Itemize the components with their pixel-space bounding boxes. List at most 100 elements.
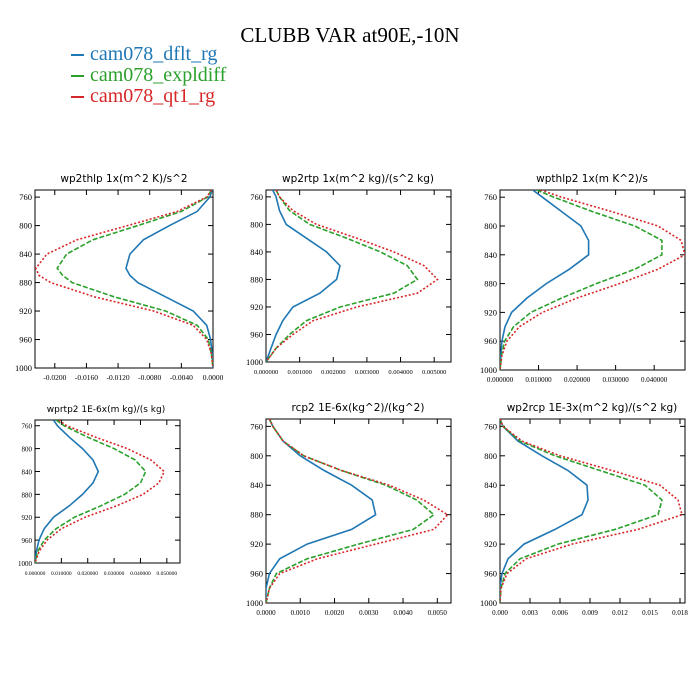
y-tick-label: 960 [19,335,32,345]
x-tick-label: 0.010000 [51,571,72,577]
y-tick-label: 1000 [246,357,263,367]
panel-title: wp2rtp 1x(m^2 kg)/(s^2 kg) [282,173,434,185]
plot-frame [34,189,214,369]
panel-5: rcp2 1E-6x(kg^2)/(kg^2) 760 800 840 880 920 96… [246,402,452,617]
y-tick-label: 880 [484,279,497,289]
x-tick-label: 0.018 [672,609,688,617]
panel-title: wp2thlp 1x(m^2 K)/s^2 [60,173,187,185]
y-tick-label: 840 [19,249,32,259]
y-tick-label: 760 [250,192,263,202]
series-line-cam078_dflt_rg [500,419,589,603]
y-tick-label: 920 [19,306,32,316]
series-line-cam078_qt1_rg [35,190,213,368]
panel-1: wp2thlp 1x(m^2 K)/s^2 760 800 840 880 920 960 1… [15,173,224,382]
x-tick-label: 0.000000 [254,369,278,376]
y-tick-label: 880 [484,510,497,520]
series-line-cam078_dflt_rg [266,190,341,362]
x-tick-label: 0.0040 [393,609,413,617]
x-tick-label: -0.0160 [75,373,98,382]
y-tick-label: 760 [484,421,497,431]
x-tick-label: 0.0010 [291,609,311,617]
x-tick-label: 0.0000 [256,609,276,617]
x-tick-label: -0.0200 [43,373,66,382]
panel-title: wprtp2 1E-6x(m kg)/(s kg) [47,405,165,415]
series-line-cam078_qt1_rg [266,190,439,362]
series-line-cam078_qt1_rg [35,420,166,563]
y-tick-label: 800 [22,446,33,454]
y-tick-label: 960 [22,537,33,545]
legend-label-cam078_expldiff: cam078_expldiff [90,64,227,86]
x-tick-label: 0.030000 [104,571,125,577]
x-tick-label: 0.0030 [359,609,379,617]
series-line-cam078_expldiff [266,190,419,362]
y-tick-label: 1000 [246,598,263,608]
y-tick-label: 880 [250,510,263,520]
y-tick-label: 960 [484,336,497,346]
x-tick-label: 0.040000 [130,571,151,577]
panel-title: wpthlp2 1x(m K^2)/s [536,173,648,185]
legend: cam078_dflt_rgcam078_expldiffcam078_qt1_… [71,43,227,107]
panel-2: wp2rtp 1x(m^2 kg)/(s^2 kg) 760 800 840 880 92… [246,173,452,376]
y-tick-label: 1000 [18,560,33,568]
plot-frame [499,418,686,604]
x-tick-label: 0.010000 [525,376,552,384]
y-tick-label: 840 [484,480,497,490]
x-tick-label: -0.0040 [170,373,193,382]
series-line-cam078_expldiff [56,190,213,368]
x-tick-label: 0.050000 [157,571,178,577]
x-tick-label: 0.000000 [25,571,46,577]
y-tick-label: 920 [250,539,263,549]
x-tick-label: 0.000 [492,609,508,617]
y-tick-label: 840 [484,250,497,260]
y-tick-label: 960 [484,569,497,579]
y-tick-label: 1000 [15,363,32,373]
y-tick-label: 920 [484,539,497,549]
legend-label-cam078_dflt_rg: cam078_dflt_rg [90,43,217,65]
x-tick-label: 0.003000 [355,369,379,376]
x-tick-label: -0.0080 [138,373,161,382]
x-tick-label: 0.001000 [287,369,311,376]
y-tick-label: 800 [250,219,263,229]
x-tick-label: 0.020000 [564,376,591,384]
series-line-cam078_qt1_rg [500,419,683,603]
x-tick-label: 0.009 [582,609,598,617]
y-tick-label: 960 [250,329,263,339]
legend-label-cam078_qt1_rg: cam078_qt1_rg [90,85,215,107]
y-tick-label: 760 [250,421,263,431]
y-tick-label: 760 [22,423,33,431]
panels: wp2thlp 1x(m^2 K)/s^2 760 800 840 880 920 960 1… [15,173,688,617]
figure-title: CLUBB VAR at90E,-10N [240,23,459,47]
x-tick-label: 0.0020 [325,609,345,617]
y-tick-label: 920 [484,307,497,317]
panel-4: wprtp2 1E-6x(m kg)/(s kg) 760 800 840 880 920… [18,405,181,577]
series-line-cam078_dflt_rg [125,190,213,368]
x-tick-label: 0.012 [612,609,628,617]
y-tick-label: 840 [250,480,263,490]
x-tick-label: 0.0050 [428,609,448,617]
series-line-cam078_expldiff [35,420,147,563]
plot-frame [265,189,452,363]
plot-frame [34,419,181,564]
series-line-cam078_expldiff [500,419,663,603]
plot-frame [499,189,686,371]
x-tick-label: 0.002000 [321,369,345,376]
series-line-cam078_dflt_rg [500,190,590,370]
plot-frame [265,418,452,604]
y-tick-label: 880 [250,274,263,284]
series-line-cam078_expldiff [266,419,436,603]
panel-6: wp2rcp 1E-3x(m^2 kg)/(s^2 kg) 760 800 840 88… [480,402,688,617]
panel-3: wpthlp2 1x(m K^2)/s 760 800 840 880 920 960 100… [480,173,686,384]
x-tick-label: 0.004000 [388,369,412,376]
series-line-cam078_dflt_rg [266,419,377,603]
x-tick-label: 0.020000 [77,571,98,577]
x-tick-label: -0.0120 [107,373,130,382]
series-line-cam078_qt1_rg [266,419,449,603]
x-tick-label: 0.006 [552,609,568,617]
y-tick-label: 800 [250,451,263,461]
y-tick-label: 800 [484,221,497,231]
y-tick-label: 840 [250,247,263,257]
y-tick-label: 920 [250,302,263,312]
series-line-cam078_expldiff [500,190,663,370]
y-tick-label: 840 [22,468,33,476]
